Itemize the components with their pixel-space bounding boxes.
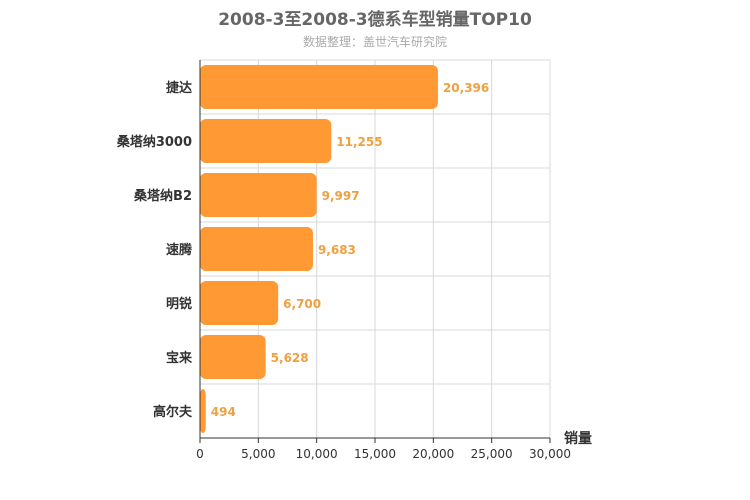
bar: [200, 119, 332, 163]
value-labels: 20,396 11,255 9,997 9,683 6,700 5,628 494: [211, 81, 490, 419]
x-axis-title: 销量: [564, 430, 592, 447]
data-label: 9,683: [318, 243, 356, 257]
category-label: 桑塔纳B2: [133, 188, 192, 204]
bar: [200, 389, 206, 433]
data-label: 9,997: [322, 189, 360, 203]
category-label: 捷达: [166, 80, 192, 96]
data-label: 20,396: [443, 81, 489, 95]
category-label: 桑塔纳3000: [116, 134, 192, 150]
category-label: 速腾: [166, 242, 193, 258]
bars: [200, 65, 438, 433]
x-axis: 0 5,000 10,000 15,000 20,000 25,000 30,000: [196, 60, 571, 461]
category-label: 明锐: [166, 296, 192, 312]
x-tick-label: 15,000: [354, 447, 396, 461]
x-tick-label: 25,000: [471, 447, 513, 461]
bar: [200, 65, 438, 109]
bar: [200, 335, 266, 379]
data-label: 5,628: [271, 351, 309, 365]
chart-title: 2008-3至2008-3德系车型销量TOP10: [218, 10, 532, 30]
x-tick-label: 20,000: [412, 447, 454, 461]
x-tick-label: 10,000: [296, 447, 338, 461]
bar: [200, 281, 279, 325]
data-label: 494: [211, 405, 236, 419]
x-tick-label: 30,000: [529, 447, 571, 461]
x-tick-label: 5,000: [241, 447, 275, 461]
category-label: 宝来: [166, 350, 193, 366]
category-label: 高尔夫: [153, 404, 193, 420]
bar: [200, 173, 317, 217]
data-label: 11,255: [336, 135, 382, 149]
chart-subtitle: 数据整理：盖世汽车研究院: [302, 35, 447, 49]
bar: [200, 227, 313, 271]
x-tick-label: 0: [196, 447, 204, 461]
data-label: 6,700: [283, 297, 321, 311]
